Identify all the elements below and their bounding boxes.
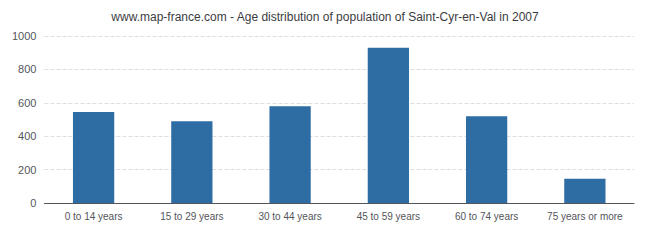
svg-text:75 years or more: 75 years or more <box>547 211 623 222</box>
svg-text:400: 400 <box>18 130 36 142</box>
svg-text:15 to 29 years: 15 to 29 years <box>160 211 223 222</box>
svg-text:30 to 44 years: 30 to 44 years <box>258 211 321 222</box>
svg-text:45 to 59 years: 45 to 59 years <box>357 211 420 222</box>
svg-text:600: 600 <box>18 97 36 109</box>
svg-text:800: 800 <box>18 63 36 75</box>
svg-text:60 to 74 years: 60 to 74 years <box>455 211 518 222</box>
svg-text:200: 200 <box>18 164 36 176</box>
svg-text:1000: 1000 <box>12 30 36 42</box>
svg-text:0 to 14 years: 0 to 14 years <box>65 211 123 222</box>
svg-text:www.map-france.com - Age distr: www.map-france.com - Age distribution of… <box>110 10 539 24</box>
svg-text:0: 0 <box>30 197 36 209</box>
